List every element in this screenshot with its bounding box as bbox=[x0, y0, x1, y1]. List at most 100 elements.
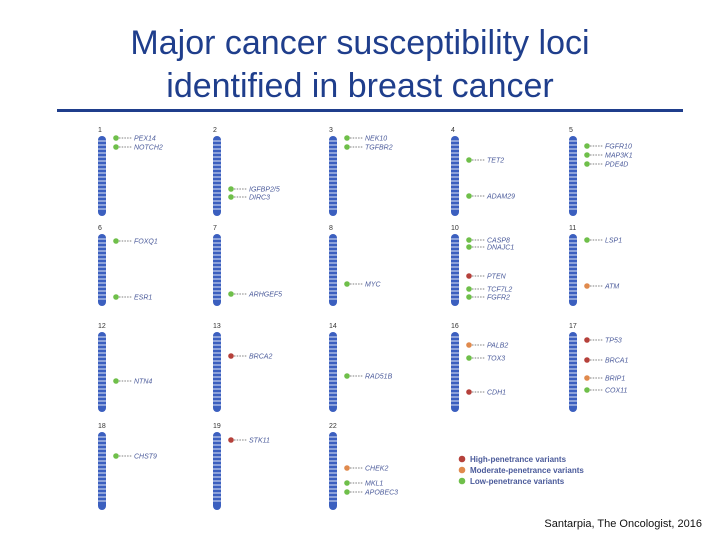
chromosome-label: 1 bbox=[98, 127, 102, 134]
gene-label: NOTCH2 bbox=[134, 145, 163, 152]
gene-marker-myc: MYC bbox=[344, 281, 382, 289]
gene-marker-cox11: COX11 bbox=[584, 387, 628, 395]
variant-dot bbox=[113, 453, 119, 459]
chromosome-label: 13 bbox=[213, 323, 221, 330]
legend-label: Moderate-penetrance variants bbox=[470, 466, 584, 475]
chromosome-body bbox=[98, 432, 106, 510]
variant-dot bbox=[113, 378, 119, 384]
variant-dot bbox=[113, 294, 119, 300]
gene-label: PTEN bbox=[487, 274, 507, 281]
gene-label: IGFBP2/5 bbox=[249, 187, 280, 194]
legend: High-penetrance variants Moderate-penetra… bbox=[458, 455, 584, 486]
gene-marker-chst9: CHST9 bbox=[113, 453, 157, 461]
gene-marker-pten: PTEN bbox=[466, 273, 507, 281]
legend-entry-low: Low-penetrance variants bbox=[458, 477, 565, 486]
chromosome-body bbox=[329, 136, 337, 216]
chromosome-22: 22 CHEK2 MKL1 APOBEC3 bbox=[329, 423, 398, 510]
variant-dot bbox=[344, 373, 350, 379]
variant-dot bbox=[466, 355, 472, 361]
gene-label: TCF7L2 bbox=[487, 287, 512, 294]
gene-label: ADAM29 bbox=[486, 194, 515, 201]
gene-label: BRCA1 bbox=[605, 358, 628, 365]
gene-label: BRCA2 bbox=[249, 354, 272, 361]
variant-dot bbox=[466, 157, 472, 163]
gene-marker-stk11: STK11 bbox=[228, 437, 270, 445]
chromosome-18: 18 CHST9 bbox=[98, 423, 157, 510]
variant-dot bbox=[113, 144, 119, 150]
variant-dot bbox=[344, 144, 350, 150]
chromosome-label: 11 bbox=[569, 225, 576, 232]
variant-dot bbox=[466, 193, 472, 199]
variant-dot bbox=[228, 194, 234, 200]
chromosome-label: 6 bbox=[98, 225, 102, 232]
variant-dot bbox=[584, 152, 590, 158]
gene-label: STK11 bbox=[249, 438, 270, 445]
gene-marker-atm: ATM bbox=[584, 283, 619, 291]
chromosome-3: 3 NEK10 TGFBR2 bbox=[329, 127, 393, 216]
gene-label: BRIP1 bbox=[605, 376, 625, 383]
variant-dot bbox=[228, 353, 234, 359]
gene-label: FGFR2 bbox=[487, 295, 510, 302]
variant-dot bbox=[228, 291, 234, 297]
gene-marker-adam29: ADAM29 bbox=[466, 193, 515, 201]
chromosome-label: 17 bbox=[569, 323, 577, 330]
gene-marker-nek10: NEK10 bbox=[344, 135, 387, 143]
chromosome-body bbox=[98, 234, 106, 306]
chromosome-label: 22 bbox=[329, 423, 337, 430]
gene-label: CASP8 bbox=[487, 238, 510, 245]
gene-marker-brca1: BRCA1 bbox=[584, 357, 628, 365]
chromosome-label: 5 bbox=[569, 127, 573, 134]
variant-dot bbox=[344, 465, 350, 471]
variant-dot bbox=[228, 437, 234, 443]
chromosome-label: 3 bbox=[329, 127, 333, 134]
gene-label: MKL1 bbox=[365, 481, 383, 488]
chromosome-body bbox=[569, 332, 577, 412]
variant-dot bbox=[466, 244, 472, 250]
legend-swatch bbox=[458, 455, 466, 463]
gene-label: TP53 bbox=[605, 338, 622, 345]
variant-dot bbox=[584, 161, 590, 167]
chromosome-body bbox=[213, 332, 221, 412]
gene-marker-arhgef5: ARHGEF5 bbox=[228, 291, 282, 299]
variant-dot bbox=[466, 342, 472, 348]
gene-marker-chek2: CHEK2 bbox=[344, 465, 388, 473]
gene-marker-dirc3: DIRC3 bbox=[228, 194, 270, 202]
variant-dot bbox=[228, 186, 234, 192]
gene-label: PALB2 bbox=[487, 343, 508, 350]
gene-label: APOBEC3 bbox=[364, 490, 398, 497]
gene-marker-tcf7l2: TCF7L2 bbox=[466, 286, 512, 294]
title-line-2: identified in breast cancer bbox=[166, 67, 554, 105]
gene-label: ATM bbox=[604, 284, 619, 291]
variant-dot bbox=[584, 357, 590, 363]
gene-label: DIRC3 bbox=[249, 195, 270, 202]
gene-label: ESR1 bbox=[134, 295, 152, 302]
chromosome-body bbox=[329, 234, 337, 306]
gene-marker-casp8: CASP8 bbox=[466, 237, 510, 245]
legend-swatch bbox=[458, 477, 466, 485]
gene-marker-ntn4: NTN4 bbox=[113, 378, 152, 386]
gene-label: COX11 bbox=[605, 388, 628, 395]
chromosome-label: 18 bbox=[98, 423, 106, 430]
variant-dot bbox=[584, 337, 590, 343]
gene-label: TGFBR2 bbox=[365, 145, 393, 152]
gene-marker-map3k1: MAP3K1 bbox=[584, 152, 633, 160]
variant-dot bbox=[584, 143, 590, 149]
gene-marker-foxq1: FOXQ1 bbox=[113, 238, 158, 246]
chromosome-8: 8 MYC bbox=[329, 225, 382, 306]
variant-dot bbox=[344, 489, 350, 495]
gene-marker-dnajc1: DNAJC1 bbox=[466, 244, 514, 252]
chromosome-body bbox=[451, 234, 459, 306]
legend-swatch bbox=[458, 466, 466, 474]
gene-marker-tgfbr2: TGFBR2 bbox=[344, 144, 393, 152]
chromosome-label: 14 bbox=[329, 323, 337, 330]
variant-dot bbox=[584, 375, 590, 381]
gene-label: PDE4D bbox=[605, 162, 628, 169]
gene-label: CHEK2 bbox=[365, 466, 388, 473]
gene-marker-esr1: ESR1 bbox=[113, 294, 152, 302]
variant-dot bbox=[466, 286, 472, 292]
variant-dot bbox=[466, 294, 472, 300]
chromosome-body bbox=[98, 136, 106, 216]
